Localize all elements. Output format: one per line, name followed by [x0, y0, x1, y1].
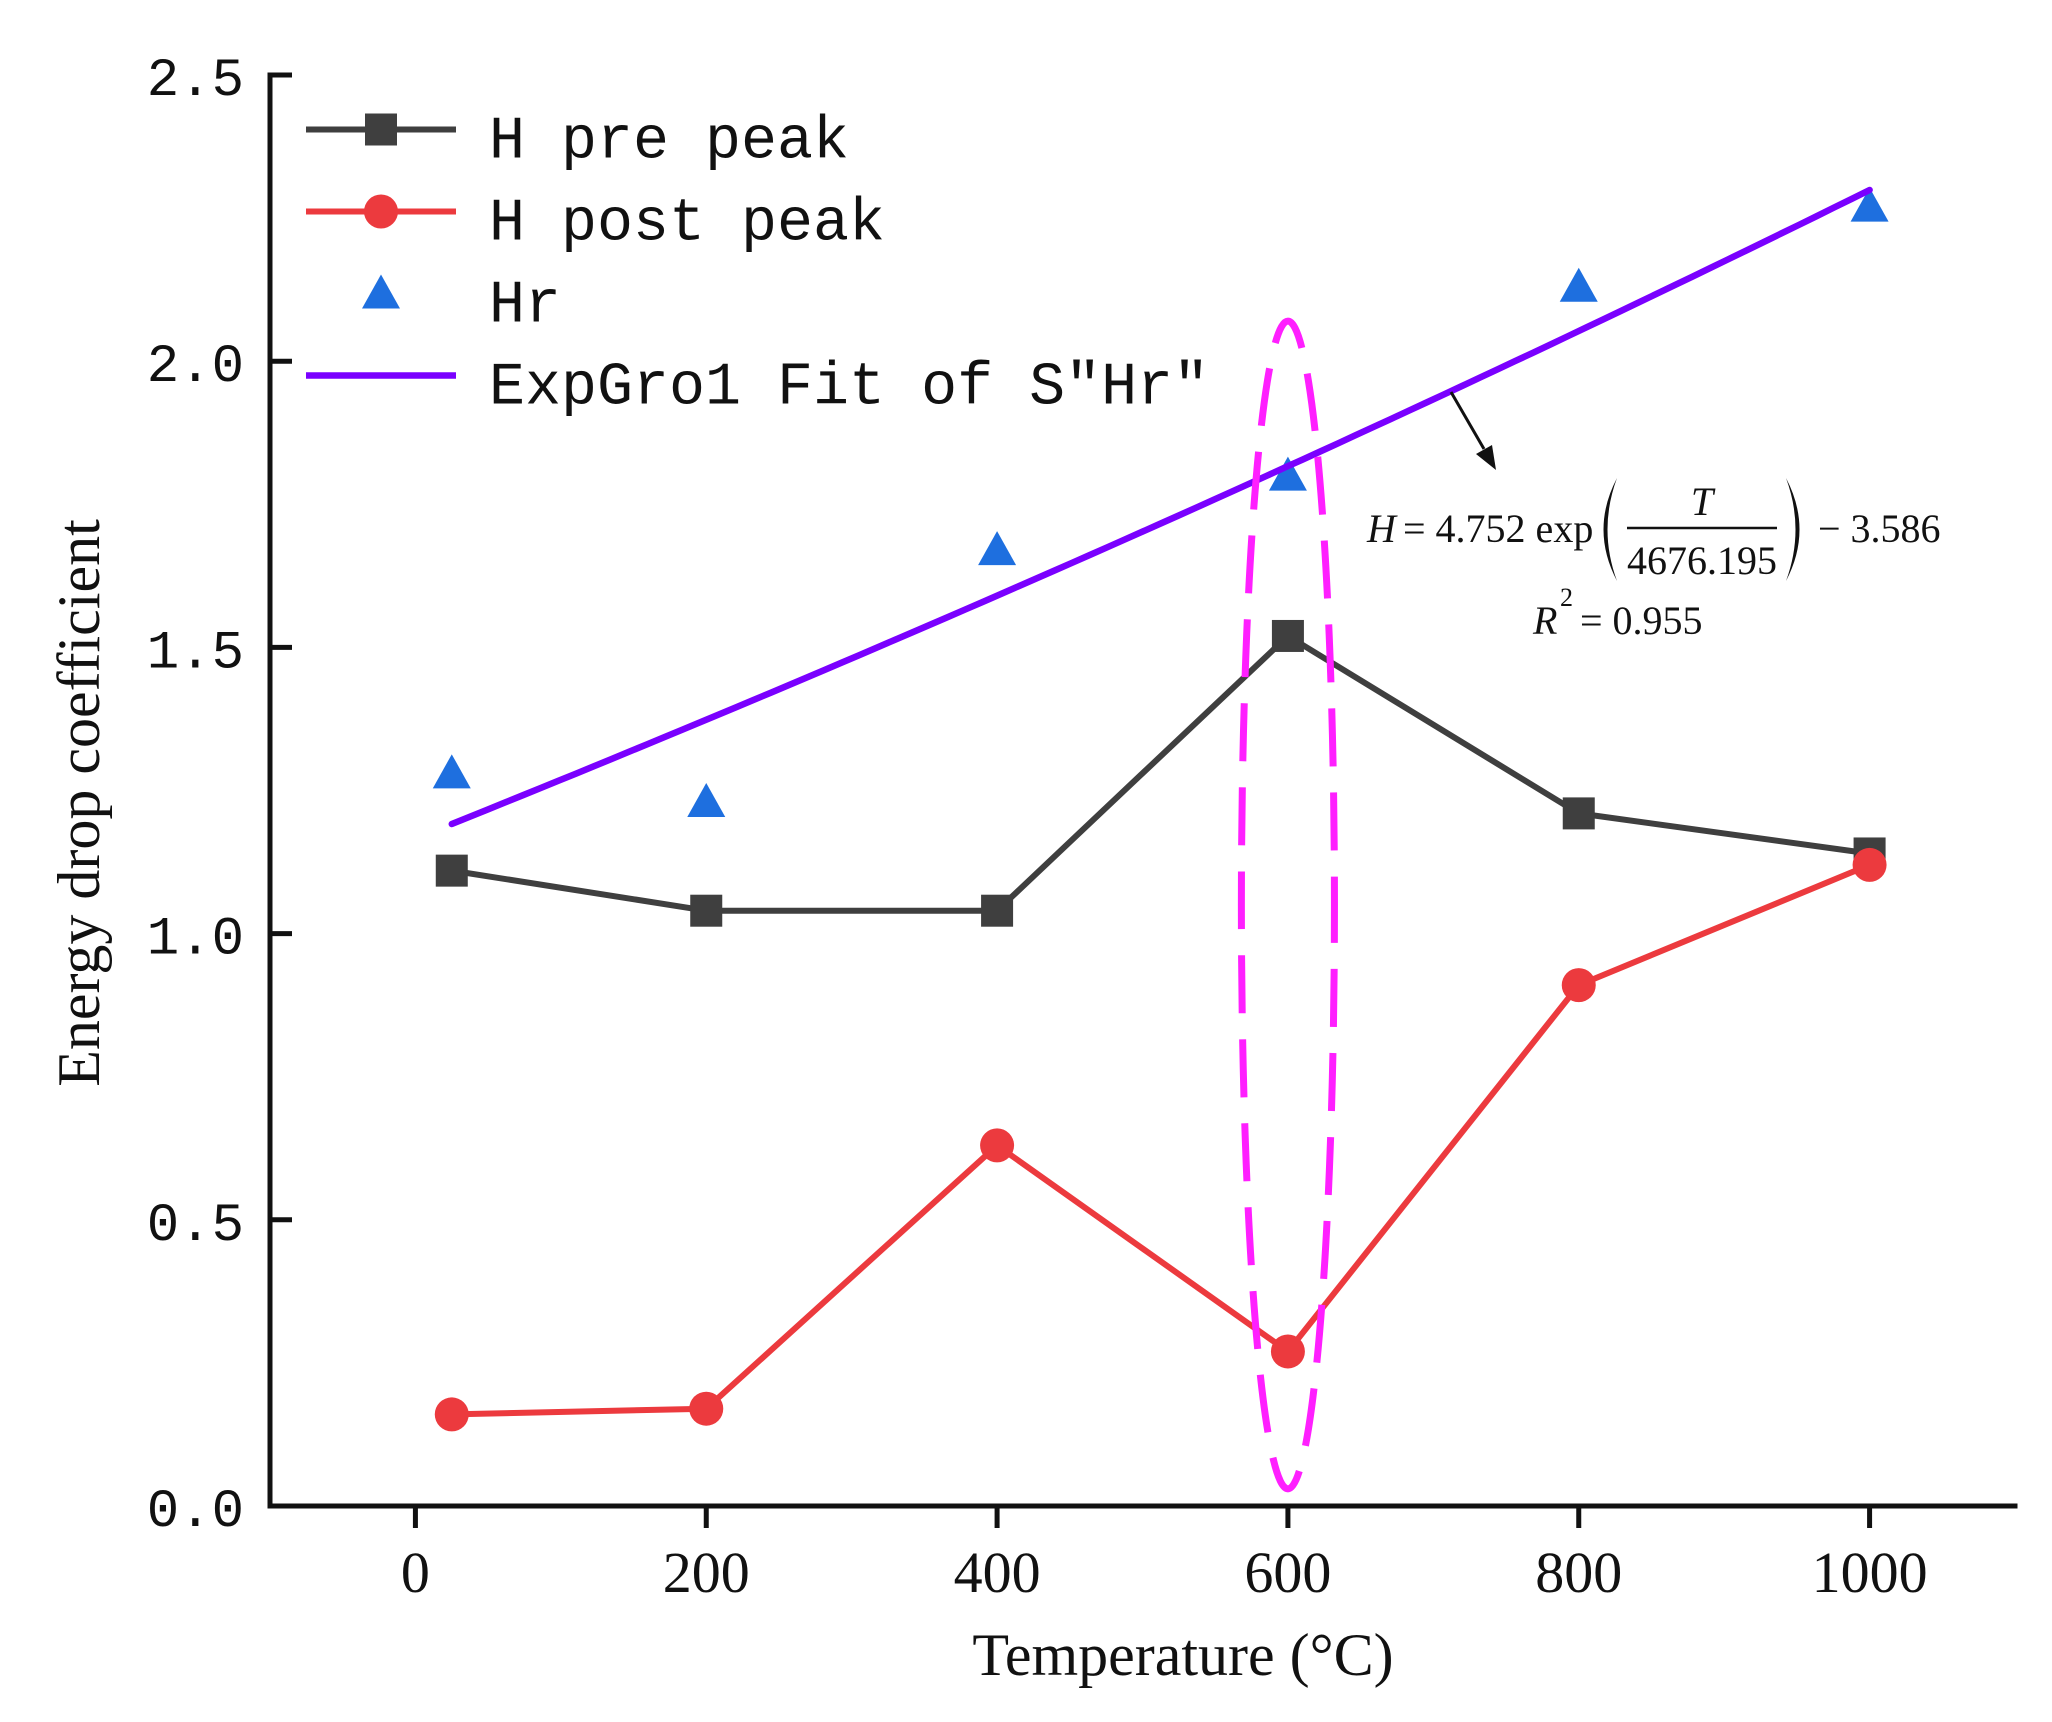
- y-tick-label: 1.0: [147, 910, 244, 971]
- highlight-dashed-ellipse: [1237, 317, 1338, 1493]
- h-post-peak-point-600: [1270, 1334, 1305, 1369]
- equation-left-paren: [1603, 478, 1617, 581]
- series-hr: [432, 187, 1889, 817]
- fit-curve-layer: [448, 186, 1873, 828]
- y-axis-title: Energy drop coefficient: [46, 519, 112, 1087]
- x-tick-label: 200: [663, 1540, 750, 1605]
- x-tick-label: 800: [1535, 1540, 1622, 1605]
- h-pre-peak-point-200: [690, 894, 723, 927]
- x-axis-ticks: 0 200 400 600 800 1000: [401, 1506, 1928, 1605]
- h-post-peak-point-200: [689, 1391, 724, 1426]
- r-squared-value: = 0.955: [1580, 598, 1703, 643]
- equation-middle: = 4.752 exp: [1403, 506, 1593, 551]
- x-tick-label: 1000: [1812, 1540, 1928, 1605]
- legend-circle-icon: [364, 194, 398, 229]
- axes: [267, 72, 2018, 1509]
- legend-square-icon: [365, 113, 397, 146]
- y-tick-label: 0.0: [147, 1482, 244, 1543]
- x-tick-label: 400: [954, 1540, 1041, 1605]
- h-post-peak-point-800: [1561, 968, 1596, 1003]
- hr-point-400: [978, 531, 1017, 566]
- legend-label: H post peak: [489, 191, 885, 259]
- h-post-peak-point-400: [980, 1128, 1015, 1163]
- legend-triangle-icon: [362, 274, 400, 309]
- h-pre-peak-point-400: [981, 894, 1014, 927]
- y-tick-label: 2.0: [147, 337, 244, 398]
- h-post-peak-point-25: [434, 1397, 469, 1432]
- h-pre-peak-point-25: [435, 854, 468, 887]
- y-axis-ticks: 0.0 0.5 1.0 1.5 2.0 2.5: [147, 51, 292, 1543]
- legend: H pre peak H post peak Hr ExpGro1 Fit of S″…: [306, 109, 1209, 423]
- legend-label: ExpGro1 Fit of S″Hr″: [489, 355, 1209, 423]
- h-post-peak-line: [451, 862, 1871, 1418]
- legend-entry-expgro1-fit-of-s-hr: ExpGro1 Fit of S″Hr″: [306, 355, 1209, 423]
- legend-entry-hr: Hr: [362, 273, 561, 341]
- equation-right-paren: [1786, 478, 1800, 581]
- series-h-pre-peak: [435, 619, 1886, 927]
- highlight-layer: [1237, 317, 1338, 1493]
- hr-point-25: [432, 754, 471, 789]
- annotation-arrow-head-icon: [1476, 445, 1496, 470]
- equation-denominator: 4676.195: [1627, 538, 1777, 583]
- legend-label: Hr: [489, 273, 561, 341]
- annotation-arrow-shaft: [1449, 391, 1486, 450]
- fit-equation-annotation: H = 4.752 exp T 4676.195 − 3.586 R 2 = 0…: [1366, 391, 1941, 643]
- y-tick-label: 2.5: [147, 51, 244, 112]
- hr-point-600: [1268, 456, 1307, 491]
- hr-point-800: [1559, 267, 1598, 302]
- r-squared-symbol: R: [1532, 598, 1557, 643]
- x-tick-label: 0: [401, 1540, 430, 1605]
- plot-series: [432, 187, 1889, 1432]
- h-post-peak-point-1000: [1852, 847, 1887, 882]
- x-axis-title: Temperature (°C): [972, 1622, 1393, 1688]
- hr-point-200: [687, 782, 726, 817]
- h-pre-peak-line: [451, 633, 1871, 914]
- series-h-post-peak: [434, 847, 1887, 1432]
- y-tick-label: 0.5: [147, 1196, 244, 1257]
- h-pre-peak-point-800: [1562, 797, 1595, 830]
- x-tick-label: 600: [1244, 1540, 1331, 1605]
- equation-tail: − 3.586: [1818, 506, 1941, 551]
- r-squared-exponent: 2: [1560, 583, 1573, 612]
- h-pre-peak-point-600: [1271, 619, 1304, 652]
- y-tick-label: 1.5: [147, 623, 244, 684]
- expgro1-fit-of-s-hr-curve: [448, 186, 1873, 828]
- equation-lhs: H: [1366, 506, 1398, 551]
- equation-numerator: T: [1691, 479, 1716, 524]
- hr-point-1000: [1850, 187, 1889, 222]
- legend-label: H pre peak: [489, 109, 849, 177]
- legend-entry-h-pre-peak: H pre peak: [306, 109, 849, 177]
- legend-entry-h-post-peak: H post peak: [306, 191, 885, 259]
